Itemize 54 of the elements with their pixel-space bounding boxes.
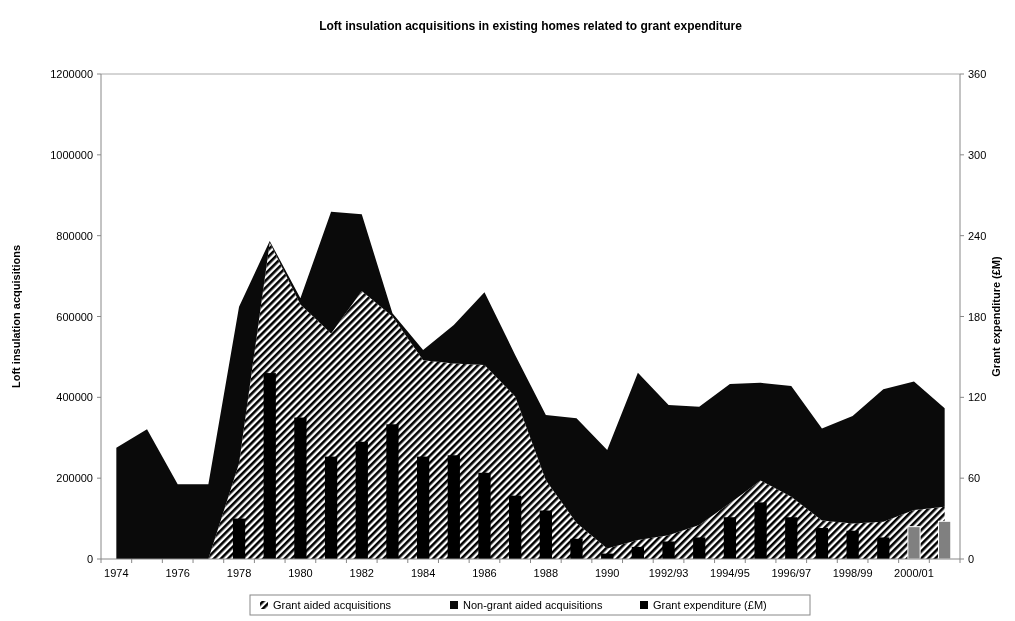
bar [662,541,675,559]
bar [447,455,460,559]
legend-label: Grant aided acquisitions [273,599,392,611]
bar [693,537,706,559]
x-tick-label: 1980 [288,567,313,579]
bar [324,456,338,559]
bar [785,517,798,559]
y-axis-title: Loft insulation acquisitions [10,245,22,388]
y-tick-label: 600000 [56,310,93,323]
bar [294,417,307,559]
y-tick-label: 0 [86,553,93,565]
y-tick-label: 800000 [56,229,93,242]
x-tick-label: 1974 [104,567,129,579]
chart-title: Loft insulation acquisitions in existing homes related to grant expenditure [319,19,743,33]
y2-tick-label: 120 [968,391,987,404]
bar [754,502,767,559]
y-tick-label: 1000000 [50,148,93,161]
y2-axis-title: Grant expenditure (£M) [990,255,1002,377]
y2-tick-label: 60 [968,472,981,485]
x-tick-label: 1984 [410,567,436,579]
bar [478,472,491,559]
y2-tick-label: 0 [968,553,975,565]
bar [232,518,246,559]
y2-tick-label: 360 [968,68,987,80]
legend-label: Non-grant aided acquisitions [463,599,603,611]
x-tick-label: 1992/93 [648,567,689,579]
bar [509,495,522,559]
x-tick-label: 2000/01 [894,567,934,579]
y2-tick-label: 300 [968,148,987,161]
bar [386,424,399,559]
x-tick-label: 1990 [594,567,620,579]
legend-label: Grant expenditure (£M) [653,599,767,611]
bar [846,530,859,559]
bar [877,537,890,559]
y2-tick-label: 240 [968,229,987,242]
x-tick-label: 1998/99 [832,567,873,579]
bar [416,456,430,559]
y-tick-label: 200000 [56,472,93,485]
x-tick-label: 1978 [226,567,252,579]
bar [723,517,737,559]
y2-tick-label: 180 [968,310,987,323]
bar [815,528,829,559]
bar [539,510,552,559]
bar [570,538,583,559]
x-tick-label: 1982 [349,567,375,579]
x-tick-label: 1986 [472,567,497,579]
x-tick-label: 1996/97 [771,567,812,579]
y-tick-label: 400000 [56,391,93,404]
x-tick-label: 1994/95 [710,567,750,579]
bar [263,373,276,559]
x-tick-label: 1976 [165,567,190,579]
y-tick-label: 1200000 [50,68,93,80]
bar [355,441,368,559]
x-tick-label: 1988 [533,567,559,579]
